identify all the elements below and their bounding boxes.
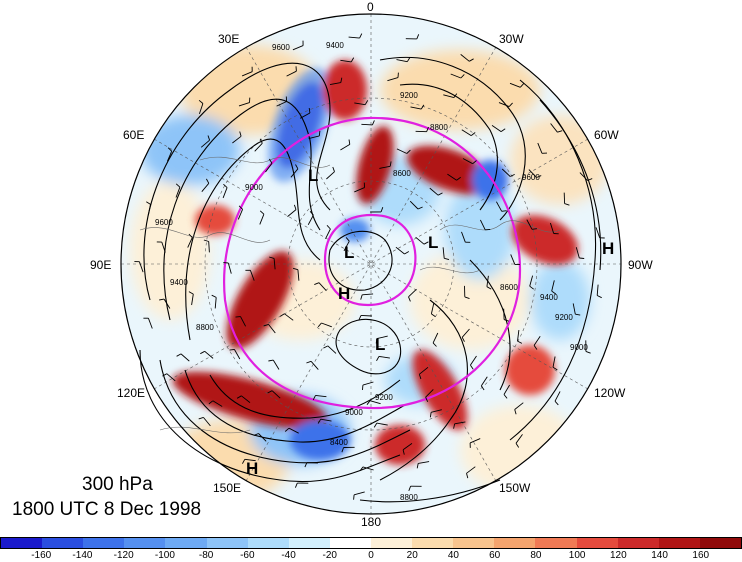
- colorbar-segment: [535, 538, 576, 548]
- contour-label: 9000: [570, 343, 588, 352]
- wind-barb-flag: [532, 229, 537, 230]
- low-center: L: [308, 166, 318, 185]
- wind-barb-flag: [236, 317, 241, 318]
- contour-label: 8600: [500, 283, 518, 292]
- high-center: H: [246, 459, 258, 478]
- contour-label: 9200: [400, 91, 418, 100]
- colorbar-segment: [453, 538, 494, 548]
- contour-label: 8800: [196, 323, 214, 332]
- colorbar-segment: [412, 538, 453, 548]
- contour-label: 9400: [170, 278, 188, 287]
- colorbar: [0, 537, 742, 549]
- colorbar-tick-label: 140: [651, 550, 668, 561]
- colorbar-tick-label: -40: [281, 550, 295, 561]
- colorbar-tick-label: -20: [323, 550, 337, 561]
- contour-label: 8800: [400, 493, 418, 502]
- colorbar-tick-label: 60: [489, 550, 500, 561]
- low-center: L: [344, 243, 354, 262]
- colorbar-tick-label: -60: [240, 550, 254, 561]
- colorbar-tick-label: -80: [199, 550, 213, 561]
- wind-barb-flag: [502, 211, 507, 212]
- colorbar-tick-label: 20: [407, 550, 418, 561]
- colorbar-tick-label: -120: [114, 550, 134, 561]
- colorbar-tick-label: 80: [530, 550, 541, 561]
- lon-label-60w: 60W: [594, 128, 619, 142]
- level-title: 300 hPa: [82, 474, 153, 496]
- colorbar-segment: [207, 538, 248, 548]
- colorbar-segment: [1, 538, 42, 548]
- colorbar-tick-label: 120: [610, 550, 627, 561]
- contour-label: 9600: [522, 173, 540, 182]
- colorbar-segment: [618, 538, 659, 548]
- lon-label-0: 0: [367, 0, 374, 14]
- colorbar-segment: [577, 538, 618, 548]
- contour-label: 9200: [555, 313, 573, 322]
- colorbar-segment: [83, 538, 124, 548]
- lon-label-90w: 90W: [628, 258, 653, 272]
- lon-label-90e: 90E: [90, 258, 111, 272]
- contour-label: 9600: [155, 218, 173, 227]
- contour-label: 9400: [326, 41, 344, 50]
- contour-label: 9400: [540, 293, 558, 302]
- lon-label-120e: 120E: [117, 386, 145, 400]
- lon-label-120w: 120W: [594, 386, 625, 400]
- colorbar-segment: [42, 538, 83, 548]
- contour-label: 8800: [430, 123, 448, 132]
- contour-label: 9000: [345, 408, 363, 417]
- lon-label-60e: 60E: [123, 128, 144, 142]
- contour-label: 9600: [272, 43, 290, 52]
- colorbar-tick-label: -140: [72, 550, 92, 561]
- low-center: L: [428, 233, 438, 252]
- lon-label-180: 180: [361, 515, 381, 529]
- colorbar-segment: [248, 538, 289, 548]
- colorbar-tick-label: -100: [155, 550, 175, 561]
- colorbar-segment: [124, 538, 165, 548]
- wind-barb: [361, 315, 372, 316]
- colorbar-segment: [700, 538, 741, 548]
- contour-label: 8600: [393, 169, 411, 178]
- wind-barb-flag: [579, 258, 584, 259]
- contour-label: 9000: [245, 183, 263, 192]
- wind-barb-flag: [319, 131, 320, 136]
- colorbar-tick-label: 100: [569, 550, 586, 561]
- colorbar-segment: [330, 538, 371, 548]
- datetime-title: 1800 UTC 8 Dec 1998: [12, 499, 201, 521]
- colorbar-segment: [371, 538, 412, 548]
- lon-label-30w: 30W: [499, 32, 524, 46]
- colorbar-segment: [165, 538, 206, 548]
- colorbar-tick-label: 40: [448, 550, 459, 561]
- colorbar-segment: [494, 538, 535, 548]
- high-center: H: [602, 239, 614, 258]
- colorbar-tick-label: 0: [368, 550, 374, 561]
- colorbar-segment: [289, 538, 330, 548]
- colorbar-tick-label: -160: [31, 550, 51, 561]
- lon-label-150w: 150W: [499, 481, 530, 495]
- lon-label-150e: 150E: [213, 481, 241, 495]
- low-center: L: [375, 335, 385, 354]
- colorbar-segment: [659, 538, 700, 548]
- wind-barb-flag: [354, 495, 355, 500]
- wind-barb: [361, 124, 372, 125]
- high-center: H: [338, 284, 350, 303]
- contour-label: 8400: [330, 438, 348, 447]
- contour-label: 9200: [375, 393, 393, 402]
- colorbar-tick-labels: -160 -140 -120 -100 -80 -60 -40 -20 0 20 40 60 80 100…: [0, 550, 742, 562]
- lon-label-30e: 30E: [218, 32, 239, 46]
- colorbar-tick-label: 160: [692, 550, 709, 561]
